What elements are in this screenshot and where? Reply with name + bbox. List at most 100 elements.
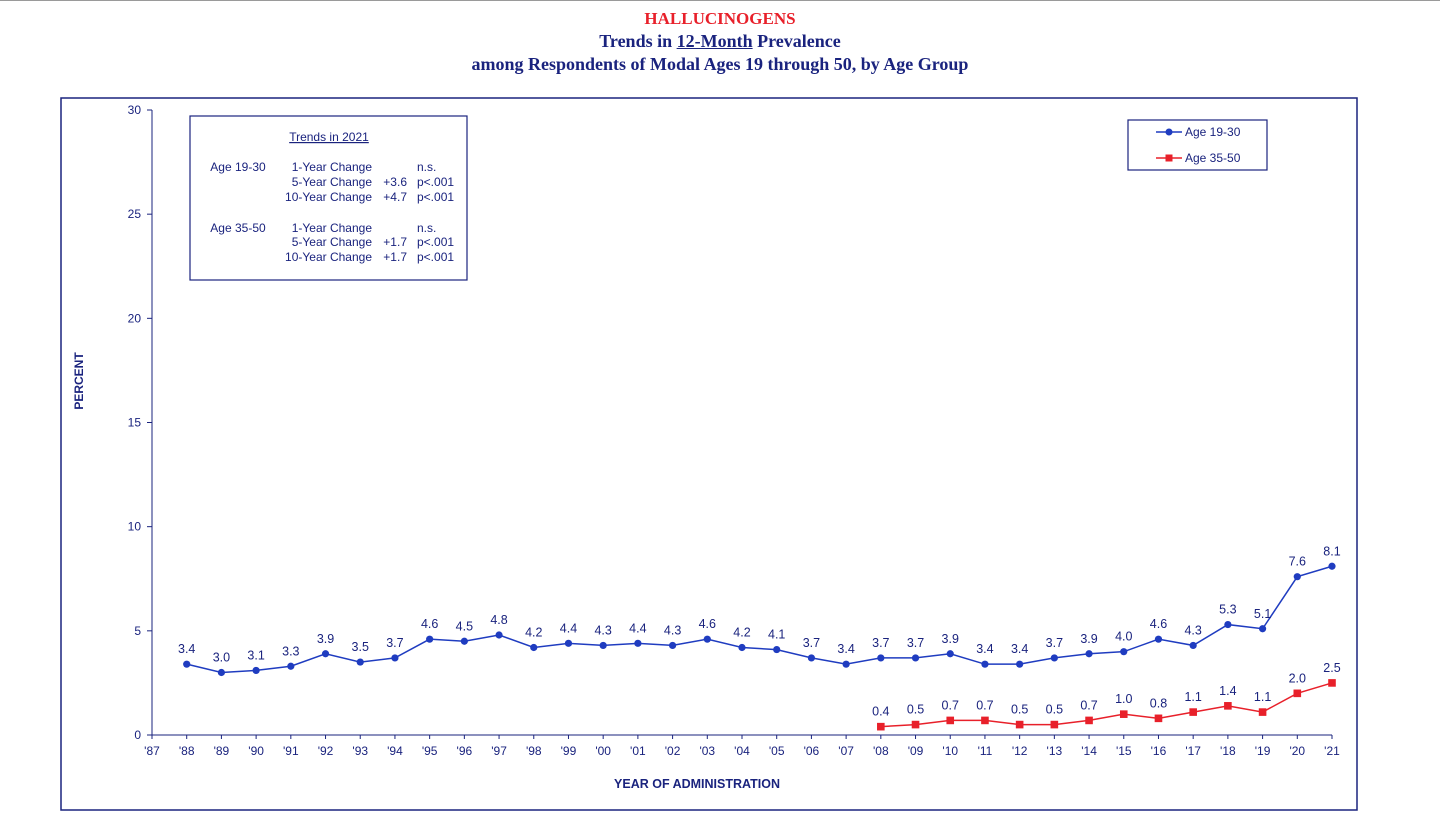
legend-marker-age-35-50 [1165,154,1173,162]
data-point-age-19-30 [217,668,226,677]
data-label-age-19-30: 4.6 [699,617,716,631]
data-point-age-19-30 [773,645,781,654]
data-point-age-35-50 [1189,708,1197,716]
trends-row-name: 10-Year Change [285,250,372,264]
x-tick-label: '96 [457,744,473,758]
data-label-age-19-30: 3.0 [213,651,230,665]
data-point-age-19-30 [1154,635,1163,643]
x-tick-label: '01 [630,744,646,758]
data-point-age-19-30 [877,654,885,662]
trends-box-frame [189,115,468,281]
axes: 0 5 10 15 20 25 30 '87 '88 '89 '90 '91 '92 '93 '94 '95 '… [128,103,1341,758]
data-point-age-35-50 [1293,689,1302,698]
x-tick-label: '18 [1220,744,1236,758]
legend: Age 19-30 Age 35-50 [1127,119,1268,171]
y-tick-label: 25 [128,207,142,221]
data-label-age-19-30: 3.9 [317,632,334,646]
data-label-age-35-50: 1.0 [1115,692,1132,706]
data-label-age-35-50: 1.4 [1219,684,1236,698]
trends-row-p: p<.001 [417,190,454,204]
x-tick-label: '04 [734,744,750,758]
data-point-age-19-30 [1293,573,1301,581]
x-tick-label: '88 [179,744,195,758]
data-point-age-19-30 [1050,654,1058,662]
data-point-age-35-50 [1258,708,1267,716]
data-point-age-19-30 [321,650,330,658]
data-label-age-19-30: 3.3 [282,644,299,658]
x-tick-label: '92 [318,744,334,758]
data-label-age-19-30: 3.4 [178,642,195,656]
trends-row-name: 1-Year Change [292,221,373,235]
data-label-age-19-30: 3.4 [837,642,854,656]
x-tick-label: '20 [1289,744,1305,758]
data-point-age-19-30 [1224,620,1232,629]
y-tick-label: 0 [134,728,141,742]
data-point-age-19-30 [599,641,607,650]
data-label-age-19-30: 4.2 [733,626,750,640]
data-label-age-19-30: 3.7 [1046,636,1063,650]
chart-titles: HALLUCINOGENS Trends in 12-Month Prevale… [0,7,1440,76]
data-label-age-35-50: 0.7 [942,698,959,712]
series-line-age-19-30 [186,565,1333,674]
data-point-age-35-50 [1050,720,1059,729]
data-label-age-19-30: 5.1 [1254,607,1271,621]
subtitle-underlined: 12-Month [676,31,753,51]
y-axis-label: PERCENT [72,352,86,410]
x-tick-label: '17 [1185,744,1201,758]
x-tick-label: '08 [873,744,889,758]
data-label-age-35-50: 1.1 [1184,690,1201,704]
subtitle-prefix: Trends in [599,31,677,51]
data-label-age-35-50: 1.1 [1254,690,1271,704]
data-point-age-35-50 [1119,710,1128,718]
data-point-age-19-30 [981,660,989,668]
data-point-age-35-50 [946,716,955,725]
trends-box: Trends in 2021 Age 19-30 1-Year Change n… [189,115,468,281]
x-tick-label: '19 [1255,744,1271,758]
data-label-age-19-30: 3.7 [803,636,820,650]
trends-row-p: p<.001 [417,250,454,264]
subtitle-suffix: Prevalence [752,31,841,51]
data-label-age-19-30: 4.4 [629,621,646,635]
legend-marker-age-19-30 [1165,128,1173,136]
x-tick-label: '91 [283,744,299,758]
data-point-age-35-50 [1224,702,1232,710]
data-point-age-19-30 [391,654,399,662]
x-tick-label: '16 [1151,744,1167,758]
data-label-age-35-50: 0.5 [1011,703,1028,717]
data-point-age-19-30 [703,635,711,643]
x-tick-label: '87 [144,744,160,758]
data-label-age-35-50: 0.5 [1046,703,1063,717]
legend-label-age-35-50: Age 35-50 [1185,151,1241,165]
data-label-age-19-30: 3.7 [872,636,889,650]
data-label-age-19-30: 3.7 [907,636,924,650]
trends-row-change: +1.7 [383,250,407,264]
data-point-age-19-30 [911,654,920,662]
data-point-age-19-30 [668,641,677,650]
data-point-age-19-30 [738,643,746,652]
data-label-age-19-30: 3.4 [976,642,993,656]
x-axis-label: YEAR OF ADMINISTRATION [614,777,780,791]
data-point-age-19-30 [564,639,573,647]
x-tick-label: '11 [978,744,993,758]
x-tick-label: '05 [769,744,785,758]
legend-label-age-19-30: Age 19-30 [1185,125,1241,139]
data-label-age-35-50: 2.5 [1323,661,1340,675]
x-tick-label: '15 [1116,744,1132,758]
series-line-age-35-50 [880,682,1333,728]
data-point-age-35-50 [1154,714,1163,723]
data-point-age-35-50 [1328,679,1336,687]
trends-row-change: +1.7 [383,235,407,249]
x-tick-label: '97 [491,744,507,758]
chart-subtitle-2: among Respondents of Modal Ages 19 throu… [471,54,969,74]
data-label-age-19-30: 4.1 [768,628,785,642]
data-label-age-35-50: 2.0 [1289,671,1306,685]
x-tick-label: '02 [665,744,681,758]
data-point-age-35-50 [981,716,989,725]
y-tick-label: 20 [128,311,142,325]
x-tick-label: '14 [1081,744,1097,758]
data-label-age-19-30: 4.3 [664,623,681,637]
data-label-age-35-50: 0.8 [1150,696,1167,710]
trends-row-name: 10-Year Change [285,190,372,204]
x-tick-label: '00 [595,744,611,758]
chart-subtitle: Trends in 12-Month Prevalence [0,30,1440,53]
